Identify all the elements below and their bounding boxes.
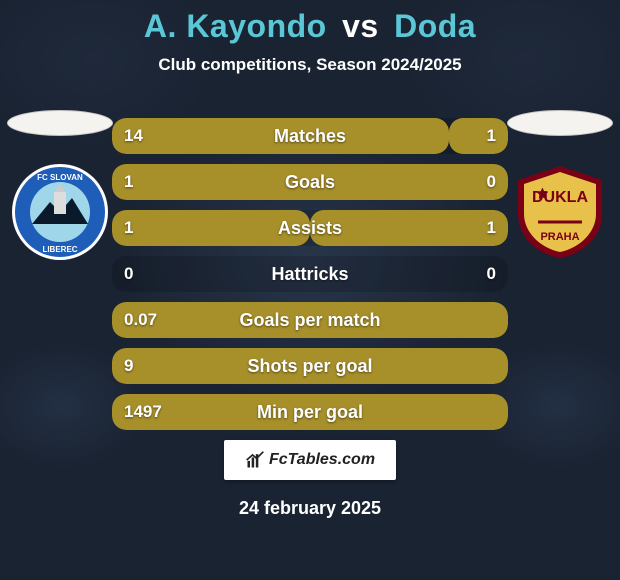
stat-bar-left-fill bbox=[112, 394, 508, 430]
stat-value-right: 1 bbox=[487, 126, 496, 146]
player2-club-badge: DUKLA PRAHA bbox=[510, 162, 610, 262]
stat-row: 10Goals bbox=[112, 164, 508, 200]
stat-row: 0.07Goals per match bbox=[112, 302, 508, 338]
stat-value-left: 14 bbox=[124, 126, 143, 146]
stat-bar-left-fill bbox=[112, 164, 508, 200]
svg-text:FC SLOVAN: FC SLOVAN bbox=[37, 173, 83, 182]
stat-value-left: 1 bbox=[124, 218, 133, 238]
right-side-column: DUKLA PRAHA bbox=[500, 110, 620, 262]
dukla-praha-badge-icon: DUKLA PRAHA bbox=[510, 162, 610, 262]
stat-value-left: 1 bbox=[124, 172, 133, 192]
stat-value-left: 9 bbox=[124, 356, 133, 376]
stat-row: 9Shots per goal bbox=[112, 348, 508, 384]
title-player2: Doda bbox=[394, 8, 476, 44]
date-text: 24 february 2025 bbox=[0, 498, 620, 519]
subtitle: Club competitions, Season 2024/2025 bbox=[0, 55, 620, 75]
stat-value-right: 0 bbox=[487, 264, 496, 284]
infographic: A. Kayondo vs Doda Club competitions, Se… bbox=[0, 0, 620, 580]
stat-row: 11Assists bbox=[112, 210, 508, 246]
stat-bar-left-fill bbox=[112, 348, 508, 384]
page-title: A. Kayondo vs Doda bbox=[0, 0, 620, 45]
title-player1: A. Kayondo bbox=[144, 8, 327, 44]
stat-value-left: 0.07 bbox=[124, 310, 157, 330]
player1-avatar-placeholder bbox=[7, 110, 113, 136]
svg-text:PRAHA: PRAHA bbox=[540, 231, 579, 243]
player1-club-badge: FC SLOVAN LIBEREC bbox=[10, 162, 110, 262]
stat-bar-left-fill bbox=[112, 118, 449, 154]
stat-row: 141Matches bbox=[112, 118, 508, 154]
stat-label: Hattricks bbox=[112, 264, 508, 285]
chart-icon bbox=[245, 450, 265, 470]
stat-bars: 141Matches10Goals11Assists00Hattricks0.0… bbox=[112, 118, 508, 430]
stat-bar-right-fill bbox=[449, 118, 508, 154]
player2-avatar-placeholder bbox=[507, 110, 613, 136]
stat-bar-left-fill bbox=[112, 302, 508, 338]
title-vs: vs bbox=[342, 8, 379, 44]
brand-badge: FcTables.com bbox=[224, 440, 396, 480]
stat-bar-left-fill bbox=[112, 210, 310, 246]
stat-bar-right-fill bbox=[310, 210, 508, 246]
stat-row: 1497Min per goal bbox=[112, 394, 508, 430]
stat-value-right: 1 bbox=[487, 218, 496, 238]
stat-value-left: 1497 bbox=[124, 402, 162, 422]
svg-text:LIBEREC: LIBEREC bbox=[42, 245, 77, 254]
stat-value-right: 0 bbox=[487, 172, 496, 192]
stat-row: 0 0Hattricks bbox=[112, 256, 508, 292]
slovan-liberec-badge-icon: FC SLOVAN LIBEREC bbox=[10, 162, 110, 262]
brand-text: FcTables.com bbox=[269, 451, 375, 469]
left-side-column: FC SLOVAN LIBEREC bbox=[0, 110, 120, 262]
stat-value-left: 0 bbox=[124, 264, 133, 284]
